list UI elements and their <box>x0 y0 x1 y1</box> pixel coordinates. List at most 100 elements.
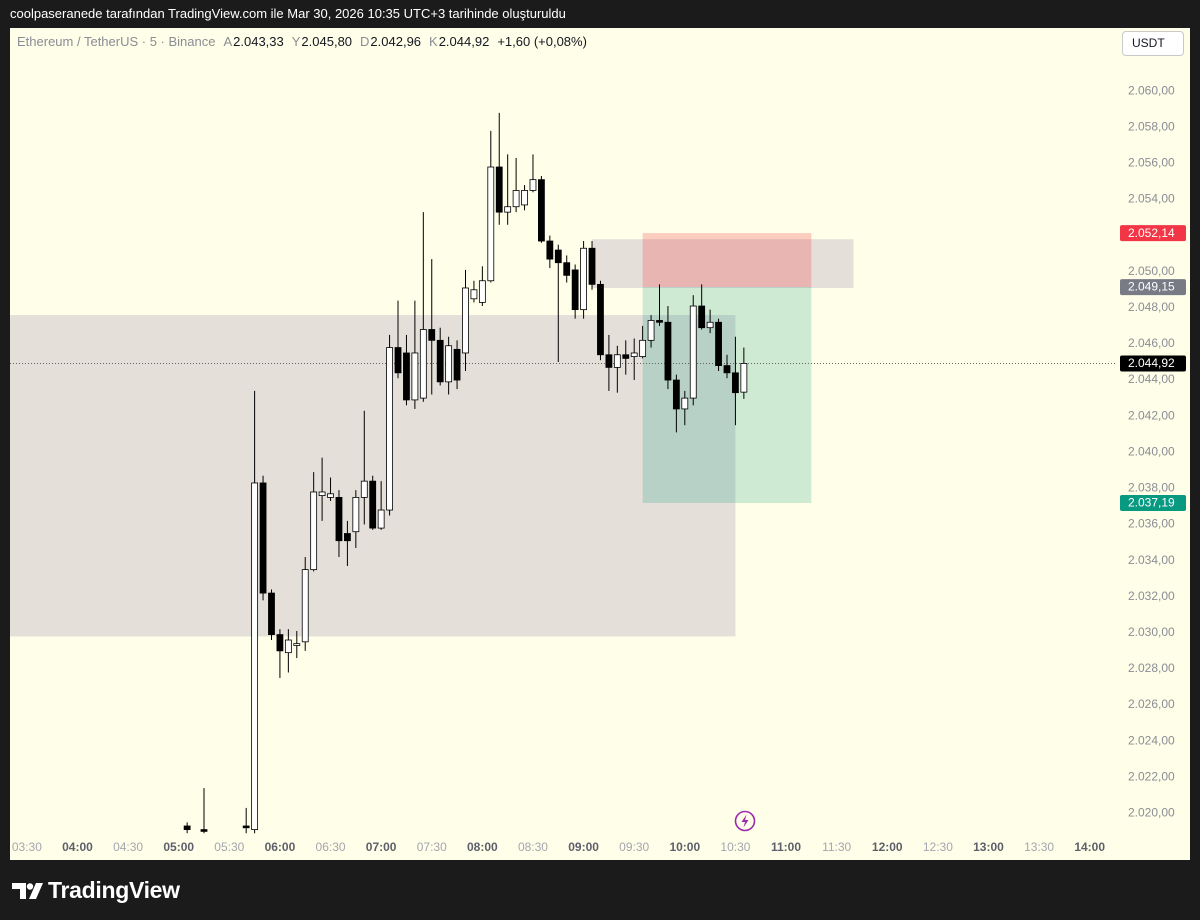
legend-key: A <box>223 34 233 49</box>
candle-body <box>605 354 613 368</box>
target-price-tag: 2.037,19 <box>1128 496 1175 510</box>
candle-body <box>706 321 714 329</box>
y-tick-label: 2.024,00 <box>1128 733 1175 747</box>
candle-body <box>369 480 377 529</box>
candle-body <box>597 283 604 356</box>
candle-body <box>740 363 748 393</box>
candle-body <box>360 480 368 498</box>
x-tick-label: 10:30 <box>720 840 750 854</box>
x-tick-label: 07:30 <box>417 840 447 854</box>
x-tick-label: 03:30 <box>12 840 42 854</box>
y-tick-label: 2.032,00 <box>1128 589 1175 603</box>
y-tick-label: 2.038,00 <box>1128 481 1175 495</box>
candle-body <box>512 190 520 208</box>
x-tick-label: 09:00 <box>568 840 599 854</box>
legend-value: 2.043,33 <box>233 34 284 49</box>
x-tick-label: 12:30 <box>923 840 953 854</box>
target-price-tag-bg <box>1120 494 1186 511</box>
candle-body <box>504 206 512 213</box>
brand-logo <box>12 883 43 899</box>
x-tick-label: 09:30 <box>619 840 649 854</box>
candle-body <box>310 491 318 571</box>
y-tick-label: 2.060,00 <box>1128 83 1175 97</box>
candle-body <box>521 190 528 206</box>
stop-zone <box>642 233 812 288</box>
candle-body <box>251 482 259 830</box>
candle-body <box>664 321 672 381</box>
x-tick-label: 04:00 <box>62 840 93 854</box>
last-price-tag: 2.044,92 <box>1128 356 1175 370</box>
last-price-tag-bg <box>1120 355 1186 372</box>
candle-body <box>715 321 722 367</box>
x-tick-label: 04:30 <box>113 840 143 854</box>
legend-value: 2.045,80 <box>301 34 353 49</box>
candle-body <box>335 496 343 542</box>
x-tick-label: 13:00 <box>973 840 1004 854</box>
entry-price-tag: 2.049,15 <box>1128 280 1175 294</box>
candle-body <box>723 365 731 374</box>
x-tick-label: 06:30 <box>316 840 346 854</box>
candle-body <box>453 348 461 381</box>
alert-icon[interactable] <box>734 810 756 832</box>
y-tick-label: 2.030,00 <box>1128 625 1175 639</box>
candle-body <box>571 269 579 311</box>
y-tick-label: 2.046,00 <box>1128 336 1175 350</box>
currency-button[interactable]: USDT <box>1122 31 1184 56</box>
stop-price-tag-bg <box>1120 225 1186 242</box>
legend-value: 2.044,92 <box>438 34 490 49</box>
candle-body <box>681 397 689 410</box>
candle-body <box>301 569 309 643</box>
y-tick-label: 2.056,00 <box>1128 156 1175 170</box>
candle-body <box>470 289 478 300</box>
candle-body <box>630 352 638 357</box>
candle-body <box>639 339 647 357</box>
candle-body <box>293 643 301 646</box>
x-tick-label: 14:00 <box>1074 840 1105 854</box>
header-caption: coolpaseranede tarafından TradingView.co… <box>10 6 566 21</box>
x-tick-label: 05:30 <box>214 840 244 854</box>
candle-body <box>428 329 436 341</box>
candle-body <box>327 493 334 498</box>
x-tick-label: 11:00 <box>771 840 801 854</box>
candle-body <box>622 354 630 359</box>
legend-value: 2.042,96 <box>370 34 422 49</box>
y-tick-label: 2.026,00 <box>1128 697 1175 711</box>
y-tick-label: 2.054,00 <box>1128 192 1175 206</box>
x-tick-label: 13:30 <box>1024 840 1054 854</box>
candle-body <box>276 634 284 652</box>
candle-body <box>478 280 486 303</box>
candle-body <box>487 166 495 282</box>
candle-body <box>462 287 469 354</box>
x-tick-label: 07:00 <box>366 840 397 854</box>
legend-change: +1,60 (+0,08%) <box>497 34 587 49</box>
x-tick-label: 12:00 <box>872 840 903 854</box>
y-tick-label: 2.058,00 <box>1128 119 1175 133</box>
brand-name: TradingView <box>48 877 180 903</box>
candle-body <box>386 347 393 511</box>
candle-body <box>732 372 739 394</box>
candle-body <box>242 825 250 829</box>
zone <box>592 239 854 288</box>
y-tick-label: 2.022,00 <box>1128 769 1175 783</box>
candle-body <box>183 825 191 830</box>
candle-body <box>647 320 655 341</box>
candle-body <box>344 533 351 542</box>
candle-body <box>411 352 419 401</box>
candle-body <box>445 345 453 383</box>
candle-body <box>403 352 410 401</box>
candle-body <box>656 320 663 323</box>
legend-key: Y <box>291 34 301 49</box>
candle-body <box>538 179 545 242</box>
y-tick-label: 2.040,00 <box>1128 444 1175 458</box>
x-tick-label: 11:30 <box>822 840 851 854</box>
y-tick-label: 2.048,00 <box>1128 300 1175 314</box>
y-tick-label: 2.034,00 <box>1128 553 1175 567</box>
candle-body <box>436 339 444 383</box>
candle-body <box>554 249 562 264</box>
candle-body <box>580 247 587 311</box>
candle-body <box>259 482 267 594</box>
candle-body <box>689 305 697 399</box>
candle-body <box>563 262 571 276</box>
